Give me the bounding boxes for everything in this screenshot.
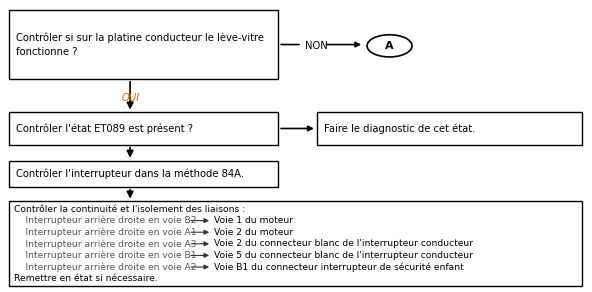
Text: Voie 2 du connecteur blanc de l'interrupteur conducteur: Voie 2 du connecteur blanc de l'interrup… — [214, 239, 474, 248]
Text: Contrôler si sur la platine conducteur le lève-vitre
fonctionne ?: Contrôler si sur la platine conducteur l… — [16, 32, 264, 57]
Text: Voie 5 du connecteur blanc de l'interrupteur conducteur: Voie 5 du connecteur blanc de l'interrup… — [214, 251, 474, 260]
Text: Interrupteur arrière droite en voie A3: Interrupteur arrière droite en voie A3 — [14, 239, 196, 248]
Text: Interrupteur arrière droite en voie A2: Interrupteur arrière droite en voie A2 — [14, 262, 196, 272]
Text: NON: NON — [305, 41, 327, 51]
Text: Voie B1 du connecteur interrupteur de sécurité enfant: Voie B1 du connecteur interrupteur de sé… — [214, 262, 464, 272]
FancyBboxPatch shape — [317, 112, 582, 145]
FancyBboxPatch shape — [9, 201, 582, 286]
Text: Interrupteur arrière droite en voie B2: Interrupteur arrière droite en voie B2 — [14, 216, 196, 225]
Text: A: A — [385, 41, 394, 51]
Text: Contrôler l'interrupteur dans la méthode 84A.: Contrôler l'interrupteur dans la méthode… — [16, 168, 244, 179]
Text: Voie 1 du moteur: Voie 1 du moteur — [214, 216, 294, 225]
Text: Contrôler la continuité et l'isolement des liaisons :: Contrôler la continuité et l'isolement d… — [14, 204, 244, 213]
Text: Interrupteur arrière droite en voie B1: Interrupteur arrière droite en voie B1 — [14, 251, 196, 260]
FancyBboxPatch shape — [9, 10, 278, 79]
Text: Voie 2 du moteur: Voie 2 du moteur — [214, 228, 294, 237]
Text: Contrôler l'état ET089 est présent ?: Contrôler l'état ET089 est présent ? — [16, 123, 193, 134]
Text: Remettre en état si nécessaire.: Remettre en état si nécessaire. — [14, 274, 157, 283]
FancyBboxPatch shape — [9, 161, 278, 187]
Text: Faire le diagnostic de cet état.: Faire le diagnostic de cet état. — [324, 123, 475, 134]
FancyBboxPatch shape — [9, 112, 278, 145]
Text: Interrupteur arrière droite en voie A1: Interrupteur arrière droite en voie A1 — [14, 227, 196, 237]
Text: OUI: OUI — [121, 93, 139, 103]
